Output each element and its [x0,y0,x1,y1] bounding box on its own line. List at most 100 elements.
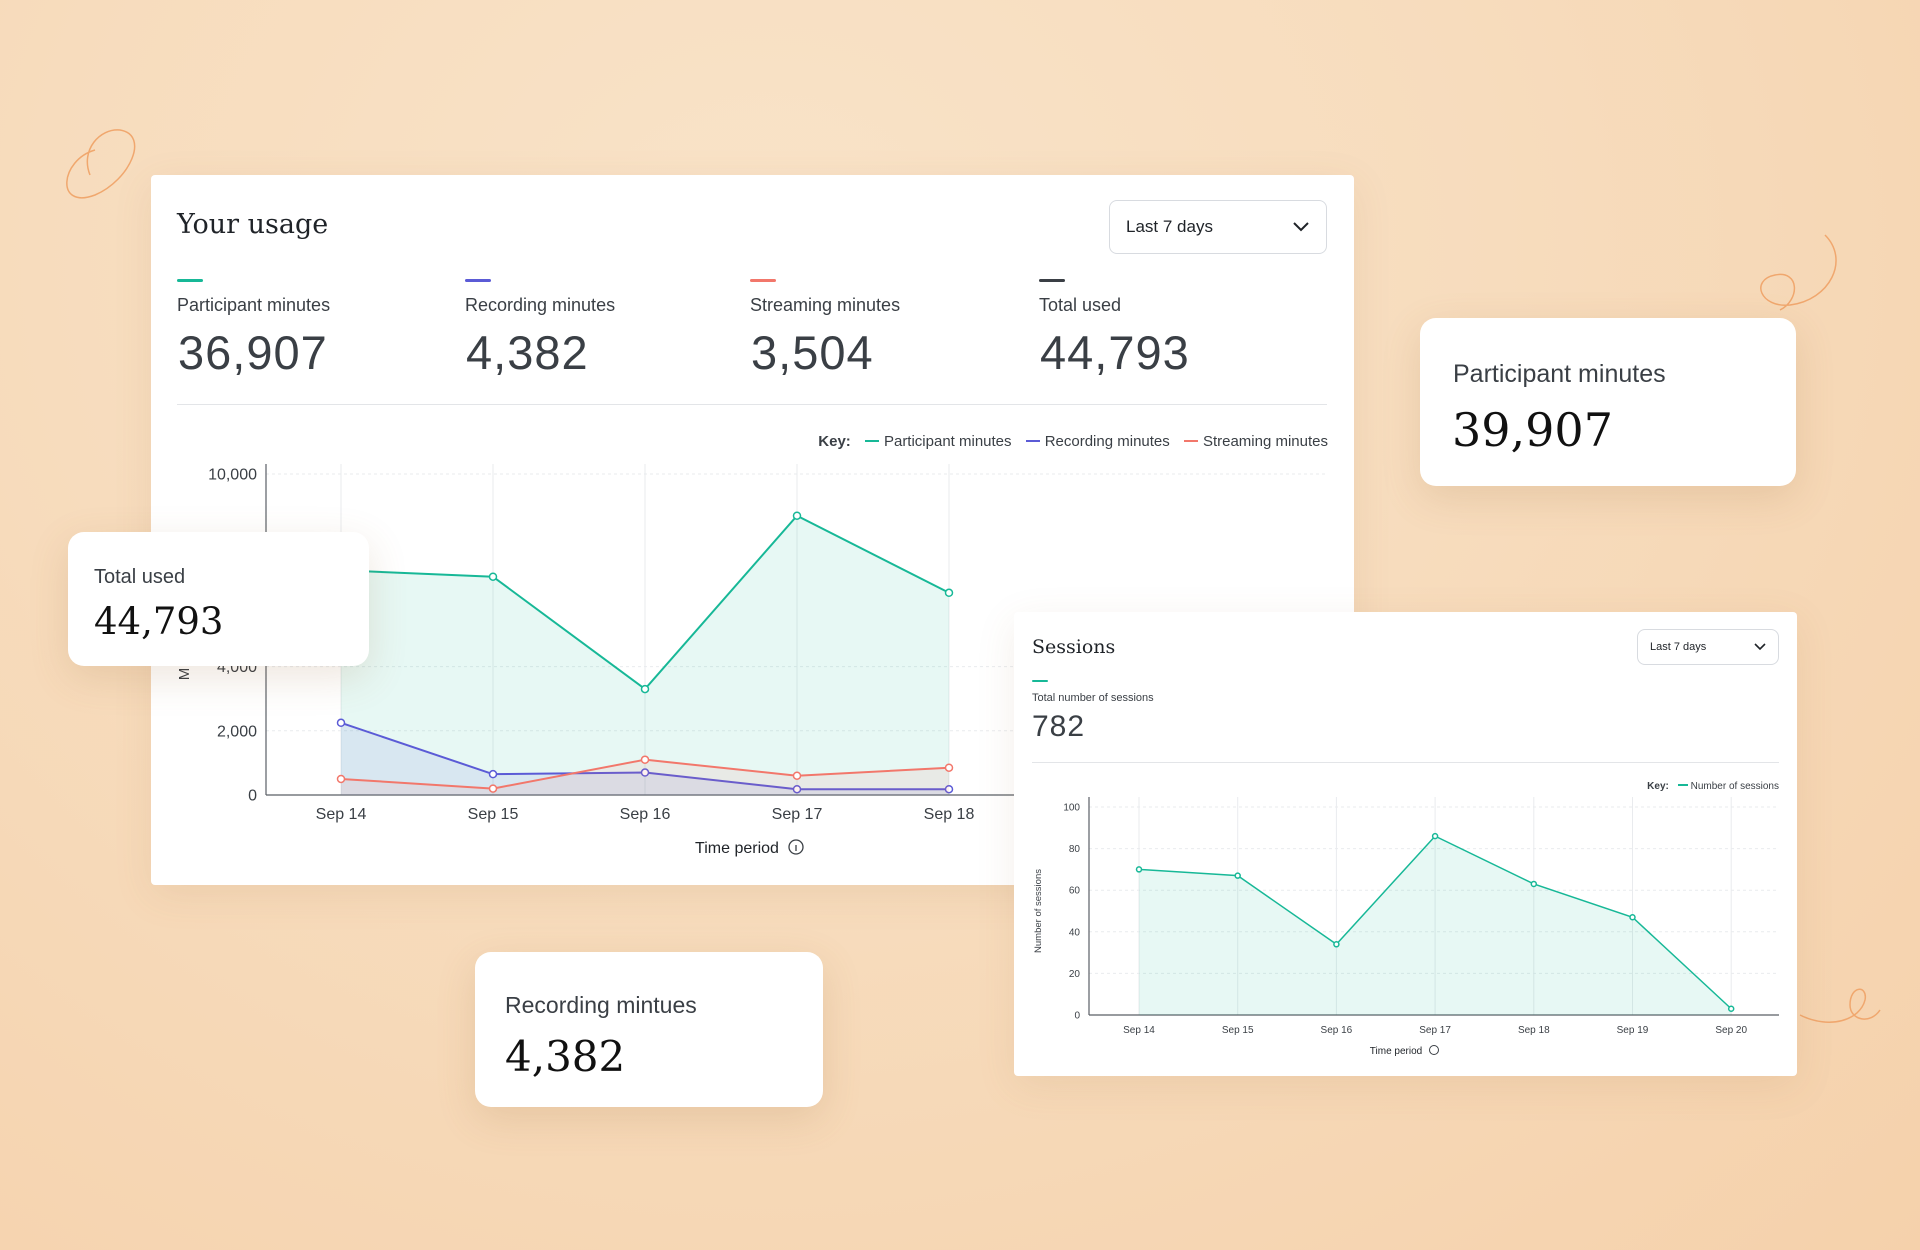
x-tick-label: Sep 16 [1321,1025,1353,1036]
y-tick-label: 0 [248,788,257,805]
series-area-2 [341,759,949,795]
usage-chart-legend: Key: Participant minutes Recording minut… [818,433,1328,450]
metric-value: 3,504 [751,326,874,379]
chart-plot: 0 20 40 60 80 100 Sep 14 Sep 15 Sep 16 Sep 17 Sep … [1063,797,1779,1036]
data-point [792,511,802,520]
y-tick-label: 60 [1069,886,1081,897]
metric-color-bar-0 [177,279,203,282]
series-area-0 [1139,836,1732,1015]
usage-period-select-value: Last 7 days [1126,217,1213,236]
legend-swatch-sessions [1677,783,1688,786]
data-point [944,763,954,772]
participant-card-label: Participant minutes [1453,360,1666,388]
sessions-divider [1032,762,1779,763]
participant-card-value: 39,907 [1452,403,1613,457]
y-axis-glyph: M [176,668,193,681]
sessions-chart: 0 20 40 60 80 100 Sep 14 Sep 15 Sep 16 Sep 17 Sep … [1033,797,1779,1057]
legend-item-streaming: Streaming minutes [1202,433,1328,450]
recording-card-label: Recording mintues [505,992,697,1018]
metric-value: 44,793 [1040,326,1190,379]
metric-color-bar-1 [465,279,491,282]
usage-period-select[interactable]: Last 7 days [1109,200,1327,254]
data-point [488,784,498,793]
usage-panel: Your usage Last 7 days Participant minut… [151,175,1354,885]
data-point [1135,866,1143,873]
sessions-metric-label: Total number of sessions [1032,692,1154,704]
x-tick-label: Sep 19 [1617,1025,1649,1036]
total-card-value: 44,793 [94,600,224,643]
metric-color-bar-3 [1039,279,1065,282]
metric-label: Total used [1039,295,1122,315]
sessions-period-select-value: Last 7 days [1650,641,1707,653]
data-point [336,718,346,728]
chevron-down-icon [1293,222,1309,232]
data-point [1333,941,1340,948]
usage-title: Your usage [177,209,329,240]
y-tick-label: 2,000 [217,723,257,740]
metrics-divider [177,404,1327,405]
data-point [488,572,498,581]
chevron-down-icon [1754,643,1766,651]
data-point [1530,880,1538,888]
data-point [640,768,650,777]
data-point [1727,1005,1735,1013]
sessions-chart-legend: Key: Number of sessions [1647,781,1779,792]
series-area-0 [341,515,949,795]
data-point [1431,832,1439,840]
squiggle-top-left [66,129,136,199]
squiggle-bottom-right [1799,988,1881,1023]
metric-label: Recording minutes [465,295,616,315]
recording-card-value: 4,382 [505,1032,626,1081]
sessions-metric-value: 782 [1032,710,1086,743]
metric-value: 4,382 [466,326,589,379]
legend-swatch-recording [1025,439,1040,442]
info-icon [1429,1045,1439,1055]
legend-swatch-participant [864,439,879,442]
sessions-metric-color-bar [1032,680,1048,682]
sessions-panel: Sessions Last 7 days Total number of ses… [1014,612,1797,1076]
data-point [488,769,498,779]
x-tick-label: Sep 18 [1518,1025,1550,1036]
y-tick-label: 0 [1074,1011,1080,1022]
legend-item-recording: Recording minutes [1044,433,1170,450]
metric-label: Participant minutes [177,295,331,315]
data-point [792,771,802,780]
y-tick-label: 10,000 [208,467,257,484]
data-point [944,784,954,794]
y-tick-label: 20 [1069,969,1081,980]
data-point [336,774,346,784]
participant-minutes-card: Participant minutes 39,907 [1420,318,1796,486]
metric-color-bar-2 [750,279,776,282]
legend-swatch-streaming [1183,439,1198,442]
total-used-card: Total used 44,793 [68,532,369,666]
sessions-title: Sessions [1032,636,1116,658]
legend-key-label: Key: [818,433,851,450]
y-tick-label: 80 [1069,844,1081,855]
metric-label: Streaming minutes [750,295,901,315]
data-point [792,784,802,794]
total-card-label: Total used [94,566,186,588]
metric-value: 36,907 [178,326,328,379]
x-axis-label: Time period [695,840,779,857]
x-tick-label: Sep 14 [316,806,367,823]
sessions-period-select[interactable]: Last 7 days [1637,629,1779,665]
x-tick-label: Sep 17 [1419,1025,1451,1036]
y-axis-label: Number of sessions [1033,869,1044,953]
squiggle-right [1760,234,1837,311]
x-tick-label: Sep 15 [1222,1025,1254,1036]
sessions-legend-key-label: Key: [1647,781,1669,792]
data-point [944,588,954,598]
data-point [640,684,650,694]
info-icon [788,839,804,855]
recording-minutes-card: Recording mintues 4,382 [475,952,823,1107]
x-tick-label: Sep 20 [1715,1025,1747,1036]
legend-item-sessions: Number of sessions [1690,781,1779,792]
x-tick-label: Sep 14 [1123,1025,1155,1036]
y-tick-label: 40 [1069,927,1081,938]
x-tick-label: Sep 15 [468,806,519,823]
legend-item-participant: Participant minutes [883,433,1012,450]
y-tick-label: 100 [1063,803,1080,814]
x-tick-label: Sep 17 [772,806,823,823]
x-tick-label: Sep 18 [924,806,975,823]
